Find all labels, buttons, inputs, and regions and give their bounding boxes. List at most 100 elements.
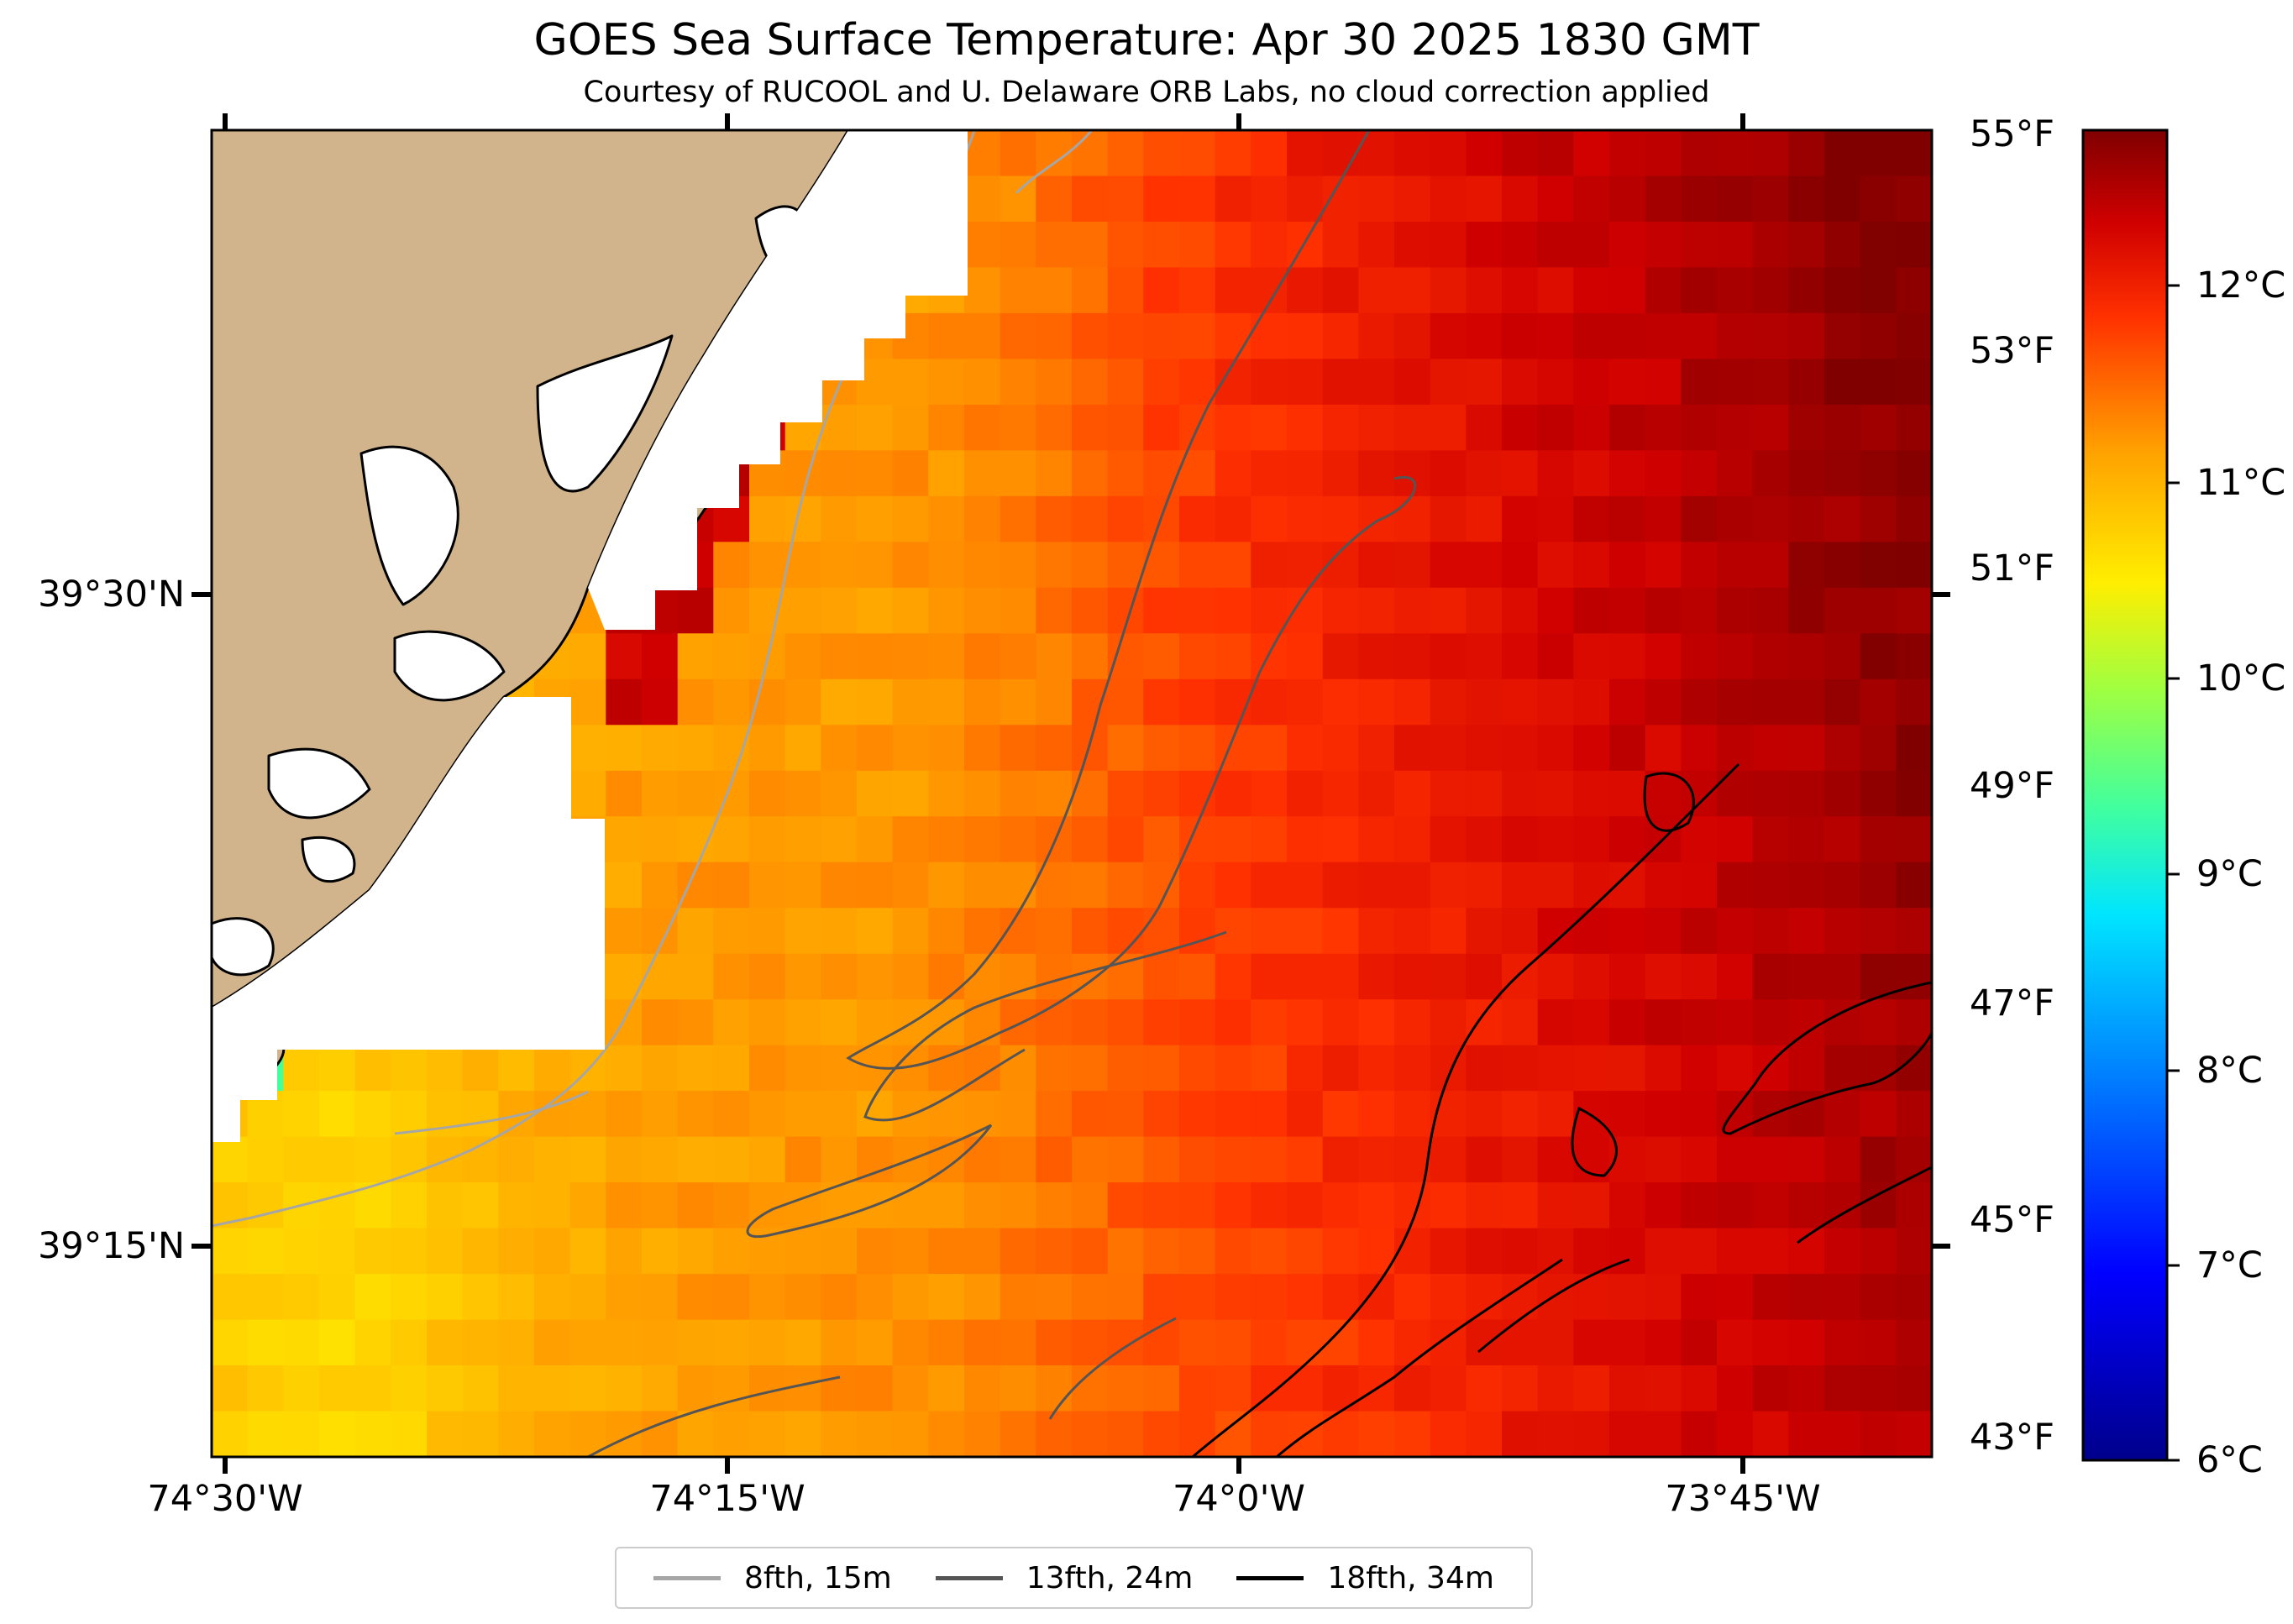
sst-pixel bbox=[1860, 450, 1897, 497]
sst-pixel bbox=[1430, 908, 1467, 955]
sst-pixel bbox=[1251, 130, 1288, 177]
sst-pixel bbox=[1107, 1411, 1144, 1457]
sst-pixel bbox=[821, 542, 858, 589]
sst-pixel bbox=[1896, 1365, 1932, 1412]
sst-pixel bbox=[928, 633, 965, 680]
sst-pixel bbox=[1502, 587, 1539, 634]
sst-pixel bbox=[1430, 999, 1467, 1046]
sst-pixel bbox=[1860, 908, 1897, 955]
sst-pixel bbox=[1609, 770, 1646, 817]
sst-pixel bbox=[1358, 725, 1395, 772]
sst-pixel bbox=[1322, 1274, 1359, 1321]
sst-pixel bbox=[1143, 770, 1180, 817]
sst-pixel bbox=[319, 1365, 356, 1412]
sst-pixel bbox=[892, 1365, 929, 1412]
sst-pixel bbox=[1645, 1182, 1682, 1229]
sst-pixel bbox=[1537, 587, 1574, 634]
sst-pixel bbox=[1860, 1319, 1897, 1366]
sst-pixel bbox=[1573, 953, 1610, 1000]
sst-pixel bbox=[1681, 1136, 1718, 1183]
sst-pixel bbox=[1358, 1319, 1395, 1366]
sst-pixel bbox=[1179, 1136, 1216, 1183]
sst-pixel bbox=[1036, 1136, 1073, 1183]
sst-pixel bbox=[391, 1045, 428, 1092]
sst-pixel bbox=[1824, 450, 1861, 497]
sst-pixel bbox=[1322, 450, 1359, 497]
sst-pixel bbox=[462, 1365, 499, 1412]
sst-pixel bbox=[1788, 1136, 1825, 1183]
sst-pixel bbox=[1394, 816, 1431, 863]
sst-pixel bbox=[1896, 404, 1932, 451]
sst-pixel bbox=[1824, 404, 1861, 451]
sst-pixel bbox=[1645, 678, 1682, 726]
sst-pixel bbox=[1681, 1319, 1718, 1366]
sst-pixel bbox=[964, 130, 1001, 177]
sst-pixel bbox=[928, 1274, 965, 1321]
sst-pixel bbox=[1394, 175, 1431, 223]
sst-pixel bbox=[1502, 1274, 1539, 1321]
sst-pixel bbox=[928, 450, 965, 497]
sst-pixel bbox=[892, 678, 929, 726]
sst-pixel bbox=[1179, 1274, 1216, 1321]
sst-pixel bbox=[1824, 1045, 1861, 1092]
sst-pixel bbox=[1788, 633, 1825, 680]
sst-pixel bbox=[1537, 359, 1574, 406]
sst-pixel bbox=[1788, 725, 1825, 772]
sst-pixel bbox=[1537, 953, 1574, 1000]
sst-pixel bbox=[642, 1365, 679, 1412]
sst-pixel bbox=[1824, 267, 1861, 314]
sst-pixel bbox=[1645, 633, 1682, 680]
sst-pixel bbox=[713, 678, 750, 726]
sst-pixel bbox=[642, 953, 679, 1000]
sst-pixel bbox=[1215, 633, 1251, 680]
sst-pixel bbox=[1824, 1091, 1861, 1138]
sst-pixel bbox=[1000, 359, 1036, 406]
sst-pixel bbox=[1287, 222, 1324, 269]
sst-pixel bbox=[354, 1136, 391, 1183]
sst-pixel bbox=[1394, 1319, 1431, 1366]
sst-pixel bbox=[1000, 542, 1036, 589]
sst-pixel bbox=[1717, 953, 1754, 1000]
sst-pixel bbox=[1358, 908, 1395, 955]
fahrenheit-label: 49°F bbox=[1970, 765, 2054, 807]
sst-pixel bbox=[1000, 1365, 1036, 1412]
sst-pixel bbox=[1537, 495, 1574, 542]
sst-pixel bbox=[391, 1274, 428, 1321]
sst-pixel bbox=[498, 1365, 535, 1412]
sst-pixel bbox=[749, 542, 786, 589]
sst-pixel bbox=[1788, 542, 1825, 589]
colorbar-label: 10°C bbox=[2196, 657, 2286, 699]
sst-pixel bbox=[1107, 1319, 1144, 1366]
sst-pixel bbox=[1394, 450, 1431, 497]
sst-pixel bbox=[1466, 1182, 1503, 1229]
sst-pixel bbox=[1143, 175, 1180, 223]
sst-pixel bbox=[1215, 312, 1251, 359]
sst-pixel bbox=[1251, 1411, 1288, 1457]
sst-pixel bbox=[928, 816, 965, 863]
sst-pixel bbox=[642, 1136, 679, 1183]
sst-pixel bbox=[1502, 495, 1539, 542]
sst-pixel bbox=[1860, 1274, 1897, 1321]
sst-pixel bbox=[1107, 130, 1144, 177]
sst-pixel bbox=[1537, 1274, 1574, 1321]
sst-pixel bbox=[1502, 1411, 1539, 1457]
sst-pixel bbox=[821, 404, 858, 451]
sst-pixel bbox=[1537, 1136, 1574, 1183]
sst-pixel bbox=[892, 953, 929, 1000]
sst-pixel bbox=[857, 770, 894, 817]
sst-pixel bbox=[749, 999, 786, 1046]
sst-pixel bbox=[1179, 1091, 1216, 1138]
sst-pixel bbox=[354, 1091, 391, 1138]
sst-pixel bbox=[1824, 1274, 1861, 1321]
sst-pixel bbox=[928, 1182, 965, 1229]
sst-pixel bbox=[1107, 770, 1144, 817]
sst-pixel bbox=[1573, 1182, 1610, 1229]
sst-pixel bbox=[1215, 816, 1251, 863]
colorbar-label: 9°C bbox=[2196, 853, 2263, 895]
sst-pixel bbox=[1107, 678, 1144, 726]
sst-pixel bbox=[427, 1045, 464, 1092]
sst-pixel bbox=[1824, 312, 1861, 359]
sst-pixel bbox=[1107, 999, 1144, 1046]
sst-pixel bbox=[283, 1045, 320, 1092]
sst-pixel bbox=[677, 678, 714, 726]
